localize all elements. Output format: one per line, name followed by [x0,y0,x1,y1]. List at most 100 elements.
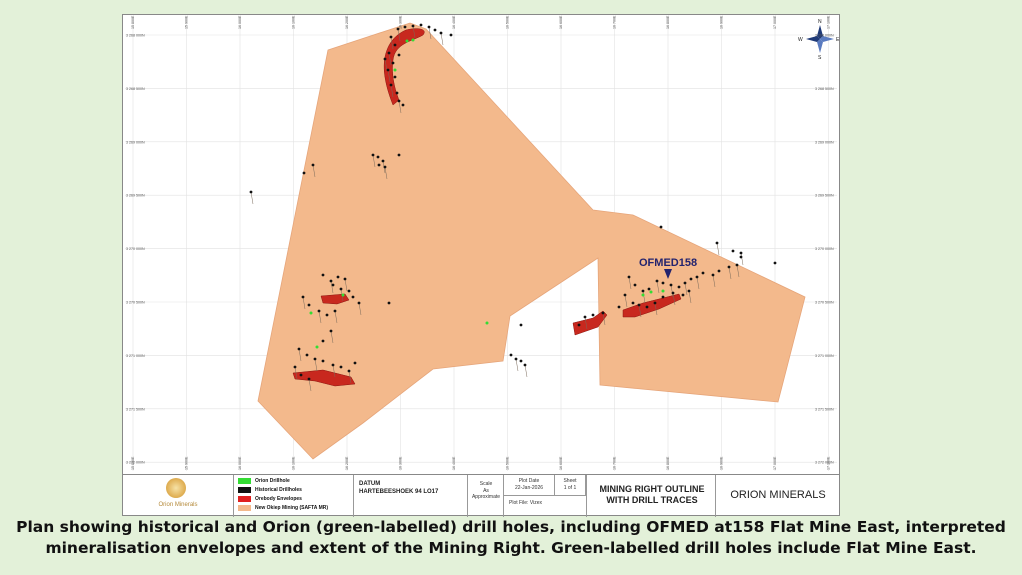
historical-drillhole [731,249,735,253]
bottom-tick-label: 16 500E [506,456,510,470]
historical-drillhole [347,369,351,373]
historical-drillhole [357,301,361,305]
top-tick-label: 16 700E [613,15,617,29]
right-tick-label: 3 271 500N [815,407,834,411]
historical-drillhole [383,57,387,61]
historical-drillhole [701,271,705,275]
bottom-tick-label: 16 100E [292,456,296,470]
historical-drillhole [317,309,321,313]
historical-drillhole [677,285,681,289]
ofmed158-callout-arrow [664,269,672,279]
historical-drillhole [371,153,375,157]
drill-holes [249,23,777,381]
right-tick-label: 3 270 500N [815,301,834,305]
left-tick-label: 3 268 000N [126,34,145,38]
historical-drillhole [339,365,343,369]
compass-e: E [836,37,840,43]
historical-drillhole [773,261,777,265]
historical-drillhole [637,303,641,307]
historical-drillhole [387,51,391,55]
historical-drillhole [305,353,309,357]
historical-drillhole [659,225,663,229]
historical-drillhole [393,43,397,47]
historical-drillhole [336,275,340,279]
left-tick-label: 3 270 500N [126,301,145,305]
drawing-title-line2: WITH DRILL TRACES [606,495,698,505]
historical-drillhole [519,323,523,327]
historical-drillhole [523,363,527,367]
bottom-tick-label: 16 200E [345,456,349,470]
historical-drillhole [695,275,699,279]
left-tick-label: 3 271 500N [126,407,145,411]
top-tick-label: 15 800E [131,15,135,29]
plot-date-box: Plot Date 22-Jan-2026 [504,475,555,496]
historical-drillhole [396,27,400,31]
scale-value: As Approximate [471,488,501,500]
historical-drillhole [333,309,337,313]
drill-traces [250,25,744,392]
historical-drillhole [329,279,333,283]
company-logo: Orion Minerals [123,475,234,517]
logo-text: Orion Minerals [158,502,198,508]
map-sheet: OFMED158 N S E W 15 800E 15 900E 16 000E 16… [122,14,841,517]
historical-drillhole [727,265,731,269]
historical-drillhole [627,275,631,279]
orion-drillhole [411,38,415,42]
historical-drillhole [601,311,605,315]
historical-drillhole [439,31,443,35]
orion-logo-icon [166,478,186,498]
map-canvas[interactable]: OFMED158 N S E W 15 800E 15 900E 16 000E 16… [123,15,841,475]
company-name-box: ORION MINERALS [717,475,839,517]
historical-drillhole [391,61,395,65]
figure-caption: Plan showing historical and Orion (green… [0,517,1022,559]
historical-drillhole [397,99,401,103]
historical-drillhole [297,347,301,351]
right-tick-label: 3 269 500N [815,194,834,198]
historical-drillhole [302,171,306,175]
coordinate-ticks: 15 800E 15 900E 16 000E 16 100E 16 200E 16 30… [126,15,834,470]
historical-drillhole [449,33,453,37]
compass-s: S [818,55,822,61]
top-tick-label: 17 100E [827,15,831,29]
historical-drillhole [433,28,437,32]
historical-drillhole [711,273,715,277]
historical-drillhole [514,357,518,361]
north-arrow-icon: N S E W [798,19,840,61]
right-tick-label: 3 272 000N [815,461,834,465]
legend: Orion Drillhole Historical Drillholes Or… [235,475,354,517]
orion-drillhole [315,345,319,349]
historical-drillhole [331,363,335,367]
historical-drillhole [321,359,325,363]
top-tick-label: 15 900E [185,15,189,29]
historical-drillhole [427,25,431,29]
left-tick-label: 3 272 000N [126,461,145,465]
historical-drillhole [351,295,355,299]
historical-drillhole [301,295,305,299]
compass-n: N [818,19,822,25]
historical-drillhole [377,163,381,167]
historical-drillhole [249,190,253,194]
legend-label-historical: Historical Drillholes [255,487,302,493]
caption-line-1: Plan showing historical and Orion (green… [16,518,1006,536]
sheet-value: 1 of 1 [563,485,577,491]
legend-label-orion: Orion Drillhole [255,478,290,484]
historical-drillhole [353,361,357,365]
historical-drillhole [313,357,317,361]
historical-drillhole [393,75,397,79]
historical-drillhole [633,283,637,287]
orion-drillhole [485,321,489,325]
historical-drillhole [671,291,675,295]
left-tick-label: 3 270 000N [126,247,145,251]
top-tick-label: 16 800E [666,15,670,29]
historical-drillhole [347,289,351,293]
historical-drillhole [735,263,739,267]
historical-drillhole [577,323,581,327]
historical-drillhole [661,295,665,299]
historical-drillhole [381,159,385,163]
bottom-tick-label: 16 300E [399,456,403,470]
bottom-tick-label: 16 000E [238,456,242,470]
right-tick-label: 3 268 000N [815,34,834,38]
historical-drillhole [623,293,627,297]
historical-drillhole [321,273,325,277]
orion-drillhole [661,289,665,293]
